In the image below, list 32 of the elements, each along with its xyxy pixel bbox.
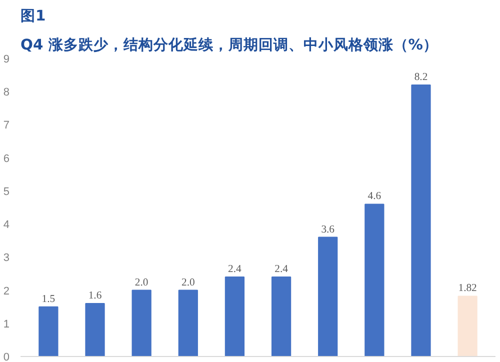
y-tick-label: 0 — [3, 352, 10, 362]
data-label: 2.4 — [228, 264, 242, 276]
y-tick-label: 7 — [3, 120, 10, 132]
bar — [271, 276, 292, 356]
data-label: 8.2 — [414, 72, 428, 83]
bar — [178, 290, 198, 356]
y-tick-label: 9 — [3, 54, 10, 66]
data-label: 2.0 — [134, 277, 148, 288]
y-tick-label: 1 — [3, 318, 10, 330]
y-tick-label: 3 — [3, 252, 10, 264]
bar — [318, 236, 338, 356]
data-label: 4.6 — [368, 191, 382, 202]
bar — [224, 276, 245, 356]
chart-title: 图1 — [20, 8, 46, 24]
bar — [411, 84, 431, 356]
data-label: 2.0 — [181, 277, 195, 288]
data-label: 1.5 — [42, 294, 56, 305]
y-tick-label: 2 — [3, 285, 10, 298]
y-tick-label: 4 — [3, 219, 10, 232]
data-label: 3.6 — [321, 224, 336, 236]
bar — [38, 306, 58, 356]
bar — [132, 290, 152, 356]
data-label: 2.4 — [274, 264, 289, 276]
y-tick-label: 8 — [3, 86, 10, 99]
data-label: 1.82 — [458, 283, 477, 294]
y-tick-label: 5 — [3, 186, 10, 198]
bar — [85, 303, 105, 356]
chart-subtitle: Q4 涨多跌少，结构分化延续，周期回调、中小风格领涨（%） — [20, 36, 438, 54]
bar — [364, 204, 384, 356]
y-tick-label: 6 — [3, 152, 10, 165]
bar — [458, 296, 478, 356]
data-label: 1.6 — [88, 290, 102, 302]
